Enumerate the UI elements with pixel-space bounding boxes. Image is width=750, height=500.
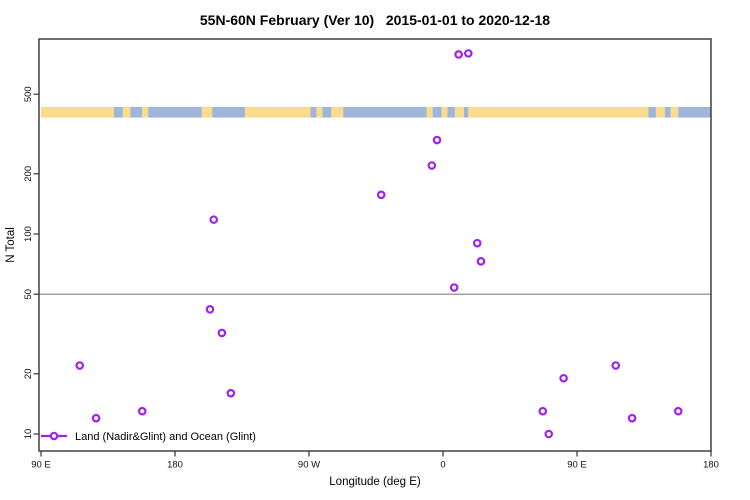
x-axis-tick-label: 90 E: [31, 460, 51, 471]
map-ocean-segment: [432, 106, 442, 118]
data-point: [91, 413, 101, 423]
data-point: [476, 257, 486, 266]
map-land-segment: [454, 106, 464, 118]
y-axis-tick-label: 100: [23, 226, 34, 242]
data-point: [137, 406, 147, 416]
map-ocean-segment: [322, 106, 332, 118]
map-land-segment: [201, 106, 213, 118]
y-axis-tick-label: 10: [23, 429, 34, 440]
map-ocean-segment: [310, 106, 317, 118]
map-ocean-segment: [447, 106, 455, 118]
map-land-segment: [426, 106, 433, 118]
map-land-segment: [441, 106, 448, 118]
data-point: [449, 283, 459, 292]
data-point: [673, 406, 683, 416]
data-point: [454, 50, 463, 59]
data-point: [627, 413, 637, 423]
map-land-segment: [41, 106, 114, 118]
data-point: [472, 238, 482, 248]
data-point: [226, 388, 236, 398]
data-point: [544, 429, 554, 439]
legend: Land (Nadir&Glint) and Ocean (Glint): [41, 431, 256, 443]
data-point: [75, 361, 85, 370]
data-point: [611, 361, 621, 370]
data-point: [376, 190, 386, 200]
y-axis-title: N Total: [5, 227, 17, 263]
map-ocean-segment: [148, 106, 202, 118]
y-axis-tick-label: 500: [23, 86, 34, 102]
y-axis-tick-label: 50: [23, 289, 34, 300]
map-ocean-segment: [343, 106, 427, 118]
x-axis-tick-label: 180: [703, 460, 719, 471]
data-point: [559, 373, 568, 383]
legend-point-marker: [49, 431, 59, 441]
map-ocean-segment: [648, 106, 656, 118]
x-axis-tick-label: 180: [167, 460, 183, 471]
data-points: [75, 49, 683, 439]
world-map-band: [41, 106, 711, 118]
x-axis-tick-label: 0: [440, 460, 445, 471]
legend-label: Land (Nadir&Glint) and Ocean (Glint): [75, 431, 256, 443]
axis-ticks: 90 E 180 90 W 0 90 E 180 10 20 50 100 200 500: [23, 86, 719, 470]
x-axis-title: Longitude (deg E): [329, 476, 421, 488]
y-axis-tick-label: 200: [23, 166, 34, 182]
map-land-segment: [468, 106, 649, 118]
plot-border: [38, 38, 712, 452]
data-point: [432, 135, 442, 145]
map-ocean-segment: [113, 106, 123, 118]
map-ocean-segment: [678, 106, 711, 118]
data-point: [205, 305, 215, 314]
data-point: [209, 215, 219, 224]
map-land-segment: [142, 106, 149, 118]
data-point: [464, 49, 473, 58]
data-point: [427, 161, 437, 170]
map-land-segment: [331, 106, 344, 118]
map-ocean-segment: [130, 106, 143, 118]
map-ocean-segment: [463, 106, 469, 118]
map-land-segment: [244, 106, 311, 118]
chart-title: 55N-60N February (Ver 10) 2015-01-01 to …: [200, 12, 550, 28]
map-land-segment: [670, 106, 679, 118]
data-point: [538, 406, 548, 416]
map-land-segment: [655, 106, 665, 118]
y-axis-tick-label: 20: [23, 369, 34, 380]
map-ocean-segment: [664, 106, 671, 118]
map-land-segment: [122, 106, 131, 118]
map-land-segment: [316, 106, 323, 118]
data-point: [217, 328, 227, 338]
x-axis-tick-label: 90 E: [567, 460, 587, 471]
x-axis-tick-label: 90 W: [298, 460, 320, 471]
map-ocean-segment: [212, 106, 245, 118]
